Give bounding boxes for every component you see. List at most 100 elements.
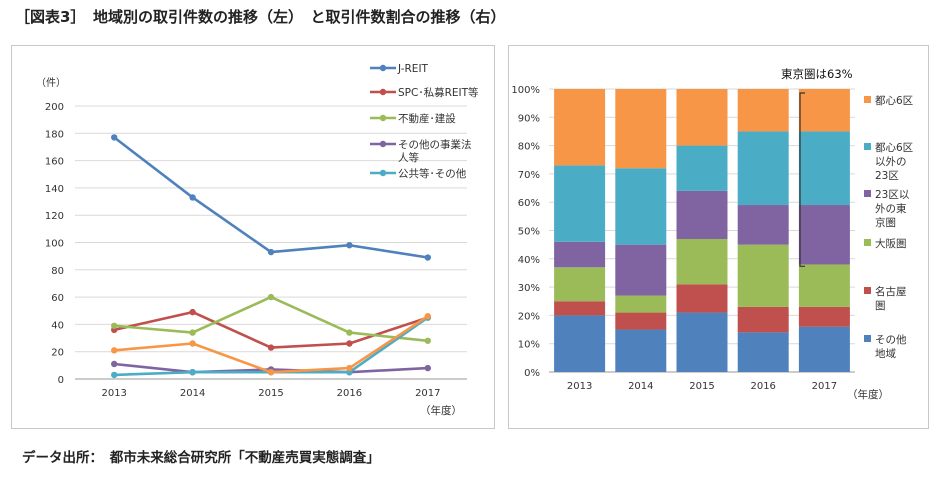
y-tick-label: 100% (511, 85, 540, 96)
y-tick-label: 10% (518, 340, 540, 351)
legend-swatch (864, 239, 871, 246)
data-point (346, 340, 353, 347)
data-point (111, 360, 118, 368)
y-tick-label: 120 (45, 211, 64, 222)
bar-segment (554, 301, 606, 316)
y-tick-label: 90% (518, 113, 540, 124)
bar-segment (615, 89, 667, 169)
data-point (189, 329, 196, 336)
legend-label: J-REIT (397, 63, 429, 75)
legend-label: 大阪圏 (875, 237, 907, 250)
legend-label: 23区以外の東京圏 (875, 189, 910, 229)
figure-title: ［図表3］ 地域別の取引件数の推移（左） と取引件数割合の推移（右） (15, 8, 506, 26)
x-tick-label: 2016 (337, 388, 362, 399)
bar-segment (676, 145, 728, 191)
bar-segment (676, 284, 728, 313)
y-tick-label: 30% (518, 283, 540, 294)
bar-segment (676, 190, 728, 239)
annotation-bracket (799, 92, 805, 267)
x-tick-label: 2014 (628, 381, 653, 392)
x-tick-label: 2013 (101, 388, 126, 399)
legend-label: その他の事業法人等 (398, 138, 472, 164)
data-point (189, 194, 196, 201)
y-tick-label: 40% (518, 255, 540, 266)
legend-marker (379, 169, 387, 177)
bar-segment (615, 244, 667, 296)
bar-segment (554, 315, 606, 372)
data-source-note: データ出所： 都市未来総合研究所「不動産売買実態調査」 (22, 450, 380, 466)
bar-segment (737, 89, 789, 132)
x-tick-label: 2015 (689, 381, 714, 392)
legend-swatch (864, 143, 871, 150)
legend-swatch (864, 287, 871, 294)
bar-segment (798, 131, 850, 206)
bar-segment (798, 306, 850, 327)
bar-segment (676, 89, 728, 146)
bar-segment (798, 205, 850, 265)
x-tick-label: 2016 (750, 381, 775, 392)
bar-segment (554, 89, 606, 166)
x-tick-label: 2014 (180, 388, 205, 399)
y-tick-label: 160 (45, 157, 64, 168)
data-point (424, 313, 431, 320)
line-chart: 0 20 40 60 80 100 120 140 160 180 200 2013 2014 2015 2… (36, 63, 479, 417)
y-tick-label: 80 (51, 266, 64, 277)
bar-segment (798, 89, 850, 132)
bar-segment (615, 168, 667, 245)
y-tick-label: 50% (518, 227, 540, 238)
legend-swatch (864, 335, 871, 342)
y-axis-unit: （件） (36, 77, 66, 89)
data-point (111, 134, 118, 141)
x-axis-unit: （年度） (420, 404, 462, 417)
data-point (424, 254, 431, 261)
y-tick-label: 140 (45, 184, 64, 195)
y-tick-label: 70% (518, 170, 540, 181)
x-tick-label: 2013 (567, 381, 592, 392)
y-tick-label: 100 (45, 239, 64, 250)
data-point (267, 248, 275, 256)
series-line (113, 136, 429, 259)
data-point (111, 347, 118, 354)
data-point (111, 322, 118, 329)
data-point (267, 344, 275, 351)
y-tick-label: 180 (45, 129, 64, 140)
data-point (346, 329, 353, 336)
data-point (267, 368, 275, 376)
legend-swatch (864, 190, 871, 197)
bar-segment (737, 244, 789, 307)
legend-label: その他地域 (875, 333, 907, 360)
bar-segment (737, 332, 789, 372)
bar-segment (554, 267, 606, 302)
stacked-bar-chart-panel: 0% 10% 20% 30% 40% 50% 60% 70% 80% 90% 100% 2013 201… (508, 45, 929, 429)
bar-segment (737, 306, 789, 333)
bar-segment (554, 165, 606, 242)
data-point (189, 308, 196, 316)
bar-segment (615, 329, 667, 372)
y-tick-label: 80% (518, 142, 540, 153)
x-tick-label: 2017 (415, 388, 440, 399)
legend-label: 都心6区以外の 23区 (875, 142, 913, 182)
data-point (424, 337, 431, 344)
data-point (424, 364, 431, 372)
y-tick-label: 40 (51, 320, 64, 331)
bar-segment (615, 295, 667, 313)
line-chart-panel: 0 20 40 60 80 100 120 140 160 180 200 2013 2014 2015 2… (11, 45, 495, 429)
y-tick-label: 20 (51, 348, 64, 359)
y-tick-label: 0% (524, 368, 540, 379)
y-tick-label: 20% (518, 311, 540, 322)
legend-marker (379, 64, 387, 72)
legend-label: 不動産･建設 (398, 112, 456, 125)
legend-marker (379, 88, 387, 96)
bar-segment (615, 312, 667, 330)
y-tick-label: 200 (45, 102, 64, 113)
data-point (111, 371, 118, 379)
x-axis-unit: （年度） (847, 388, 889, 401)
bar-segment (554, 241, 606, 268)
data-point (267, 293, 275, 301)
bar-segment (737, 131, 789, 206)
data-point (346, 242, 353, 249)
data-point (346, 364, 353, 372)
x-tick-label: 2017 (812, 381, 837, 392)
legend-swatch (864, 96, 871, 103)
stacked-bar-chart: 0% 10% 20% 30% 40% 50% 60% 70% 80% 90% 100% 2013 201… (511, 67, 913, 401)
